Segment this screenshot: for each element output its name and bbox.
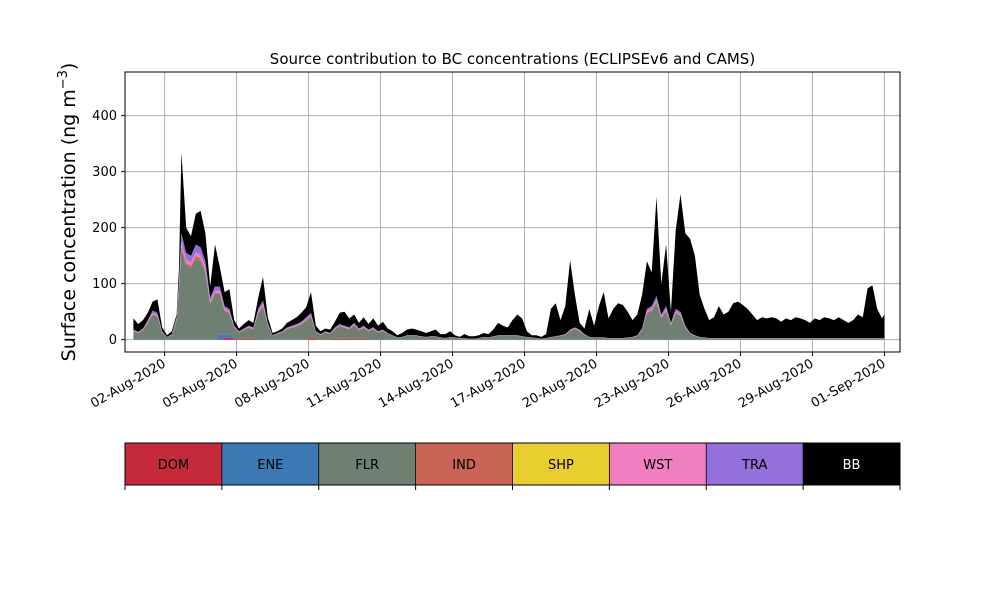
x-tick-label: 05-Aug-2020 — [160, 356, 240, 411]
x-tick-label: 11-Aug-2020 — [304, 356, 384, 411]
legend-swatch-bb — [803, 443, 900, 485]
x-tick-label: 29-Aug-2020 — [736, 356, 816, 411]
x-axis: 02-Aug-202005-Aug-202008-Aug-202011-Aug-… — [88, 352, 888, 412]
x-tick-label: 17-Aug-2020 — [448, 356, 528, 411]
y-tick-label: 400 — [92, 109, 117, 124]
chart-title: Source contribution to BC concentrations… — [270, 50, 755, 68]
legend-label: DOM — [158, 458, 189, 473]
x-tick-label: 02-Aug-2020 — [88, 356, 168, 411]
legend-label: IND — [452, 458, 476, 473]
legend-swatch-wst — [609, 443, 707, 485]
legend-label: BB — [843, 458, 861, 473]
legend-label: FLR — [355, 458, 379, 473]
y-tick-label: 0 — [109, 333, 117, 348]
grid — [125, 72, 900, 352]
x-tick-label: 08-Aug-2020 — [232, 356, 312, 411]
y-tick-label: 300 — [92, 165, 117, 180]
legend-label: WST — [643, 458, 672, 473]
x-tick-label: 01-Sep-2020 — [809, 356, 889, 411]
legend-frame — [124, 442, 901, 486]
legend-swatch-shp — [512, 443, 610, 485]
y-tick-label: 100 — [92, 277, 117, 292]
legend-label: TRA — [741, 458, 767, 473]
legend: DOM ENE FLR IND SHP WST TRA BB — [124, 442, 901, 490]
x-tick-label: 14-Aug-2020 — [376, 356, 456, 411]
stacked-areas — [133, 152, 885, 340]
x-tick-label: 20-Aug-2020 — [520, 356, 600, 411]
legend-swatch-ene — [221, 443, 319, 485]
legend-swatch-dom — [125, 443, 222, 485]
area-flr — [133, 249, 885, 340]
x-tick-label: 26-Aug-2020 — [664, 356, 744, 411]
x-tick-label: 23-Aug-2020 — [592, 356, 672, 411]
legend-swatch-tra — [706, 443, 804, 485]
area-bb — [133, 152, 885, 339]
y-tick-label: 200 — [92, 221, 117, 236]
y-axis: 0 100 200 300 400 — [92, 109, 125, 348]
legend-swatch-flr — [318, 443, 416, 485]
legend-label: SHP — [548, 458, 574, 473]
plot-frame — [124, 71, 901, 353]
legend-swatch-ind — [415, 443, 513, 485]
legend-label: ENE — [257, 458, 283, 473]
y-axis-label: Surface concentration (ng m−3) — [56, 63, 80, 362]
